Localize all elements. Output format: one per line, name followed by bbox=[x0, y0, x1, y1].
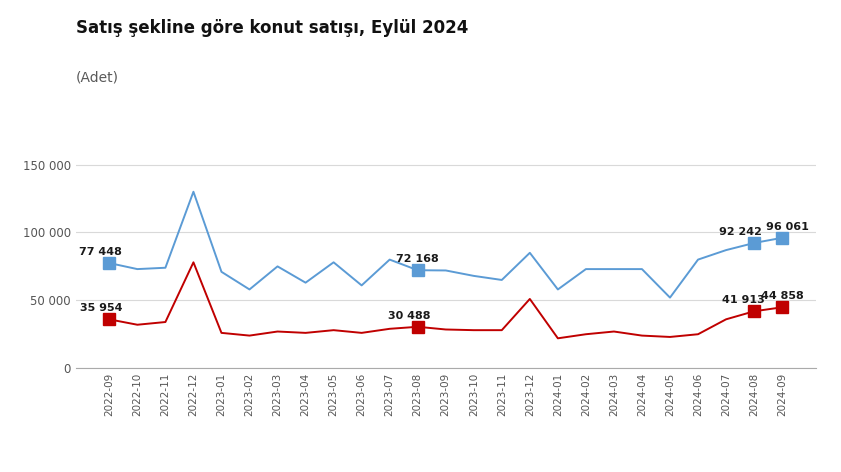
Text: 96 061: 96 061 bbox=[766, 222, 809, 232]
Text: 35 954: 35 954 bbox=[80, 303, 122, 313]
Text: 77 448: 77 448 bbox=[80, 247, 122, 257]
Text: (Adet): (Adet) bbox=[76, 71, 119, 85]
Text: 44 858: 44 858 bbox=[761, 291, 803, 301]
Text: 30 488: 30 488 bbox=[388, 311, 431, 320]
Text: 41 913: 41 913 bbox=[722, 295, 764, 305]
Text: Satış şekline göre konut satışı, Eylül 2024: Satış şekline göre konut satışı, Eylül 2… bbox=[76, 19, 468, 37]
Text: 72 168: 72 168 bbox=[396, 254, 439, 264]
Text: 92 242: 92 242 bbox=[719, 227, 761, 237]
